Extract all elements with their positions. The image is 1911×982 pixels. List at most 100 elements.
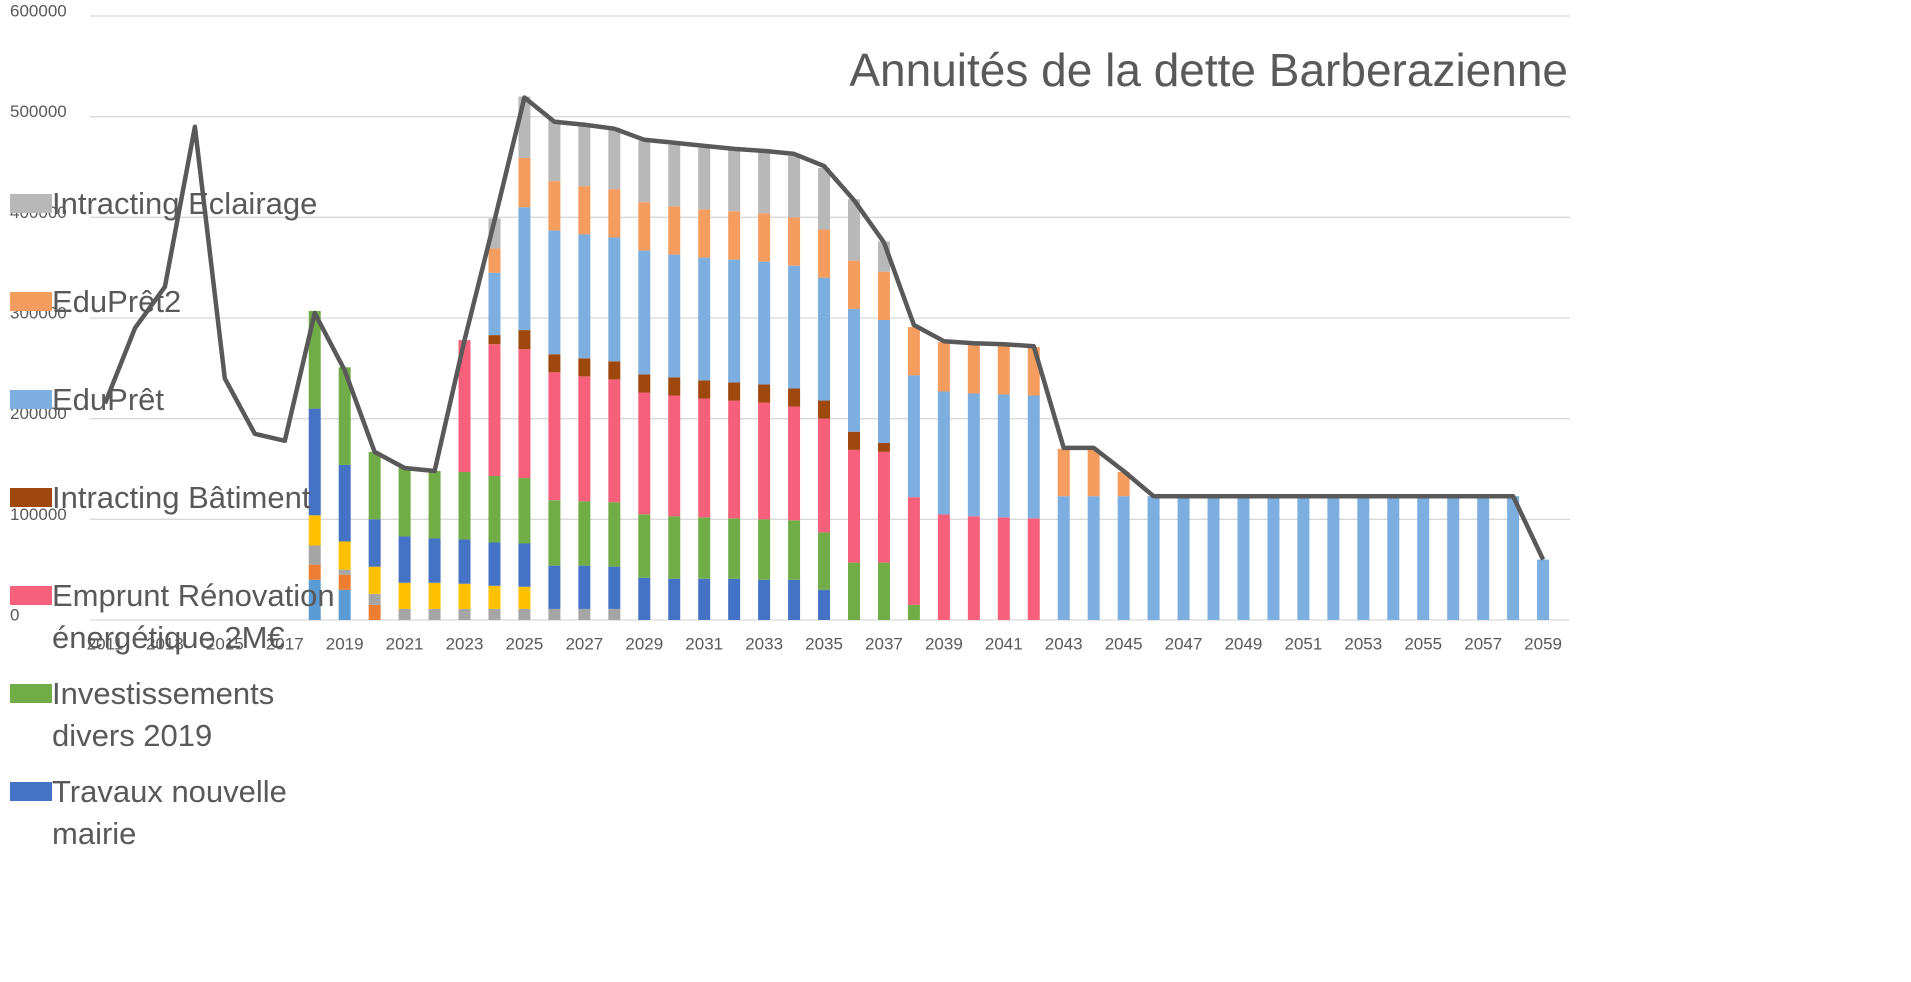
- bar-segment: [728, 211, 741, 260]
- bar-segment: [1177, 496, 1190, 620]
- bar-segment: [518, 608, 531, 620]
- bar-segment: [758, 261, 771, 385]
- bar-segment: [907, 604, 920, 620]
- bar-segment: [728, 578, 741, 620]
- bar-segment: [548, 230, 561, 355]
- legend-item: Intracting Bâtiment: [10, 477, 352, 519]
- bar-segment: [907, 327, 920, 376]
- bar-segment: [788, 579, 801, 620]
- bar-segment: [788, 388, 801, 407]
- bar-segment: [518, 157, 531, 208]
- bar-segment: [638, 250, 651, 375]
- legend-swatch: [10, 684, 52, 703]
- legend-item: Travaux nouvelle mairie: [10, 771, 352, 855]
- chart-title: Annuités de la dette Barberazienne: [849, 44, 1568, 96]
- bar-segment: [608, 189, 621, 238]
- bar-segment: [638, 140, 651, 203]
- bar-segment: [967, 393, 980, 517]
- bar-segment: [368, 451, 381, 520]
- bar-segment: [518, 478, 531, 544]
- legend-swatch: [10, 292, 52, 311]
- bar-segment: [578, 234, 591, 359]
- bar-segment: [638, 374, 651, 393]
- bar-segment: [818, 418, 831, 533]
- bar-segment: [997, 517, 1010, 620]
- bar-segment: [488, 335, 501, 345]
- bar-segment: [848, 308, 860, 432]
- bar-segment: [668, 578, 681, 620]
- x-tick-label: 2015: [206, 634, 244, 653]
- bar-segment: [698, 209, 711, 258]
- bar-segment: [548, 565, 561, 609]
- bar-segment: [937, 391, 950, 515]
- x-tick-label: 2041: [985, 634, 1023, 653]
- legend-swatch: [10, 194, 52, 213]
- legend-item: Intracting Eclairage: [10, 183, 352, 225]
- bar-segment: [578, 565, 591, 609]
- x-tick-label: 2013: [146, 634, 184, 653]
- bar-segment: [548, 500, 561, 566]
- bar-segment: [518, 543, 531, 587]
- bar-segment: [518, 330, 531, 350]
- bar-segment: [1117, 472, 1130, 497]
- bar-segment: [997, 394, 1010, 518]
- bar-segment: [788, 155, 801, 218]
- legend-swatch: [10, 586, 52, 605]
- bar-segment: [1417, 496, 1430, 620]
- bar-segment: [937, 342, 950, 392]
- bar-segment: [1207, 496, 1220, 620]
- bar-segment: [1327, 496, 1340, 620]
- bar-segment: [488, 344, 501, 477]
- bar-segment: [1267, 496, 1280, 620]
- bar-segment: [877, 562, 890, 620]
- legend-label: Travaux nouvelle mairie: [52, 774, 287, 851]
- bar-segment: [488, 248, 501, 273]
- bar-segment: [458, 340, 471, 473]
- bars: [308, 96, 1550, 620]
- bar-segment: [428, 538, 441, 583]
- bar-segment: [338, 464, 351, 542]
- x-tick-label: 2039: [925, 634, 963, 653]
- bar-segment: [967, 345, 980, 394]
- bar-segment: [668, 254, 681, 378]
- bar-segment: [1387, 496, 1400, 620]
- bar-segment: [728, 518, 741, 579]
- bar-segment: [638, 202, 651, 251]
- bar-segment: [338, 574, 351, 590]
- bar-segment: [368, 519, 381, 567]
- bar-segment: [458, 608, 471, 620]
- x-tick-label: 2023: [446, 634, 484, 653]
- bar-segment: [338, 367, 351, 465]
- bar-segment: [848, 449, 860, 563]
- bar-segment: [877, 442, 890, 452]
- bar-segment: [578, 608, 591, 620]
- bar-segment: [668, 206, 681, 255]
- bar-segment: [728, 259, 741, 383]
- bar-segment: [1507, 496, 1520, 620]
- bar-segment: [877, 451, 890, 563]
- bar-segment: [638, 514, 651, 578]
- bar-segment: [728, 149, 741, 212]
- legend-label: EduPrêt2: [52, 284, 182, 319]
- bar-segment: [1087, 448, 1100, 497]
- legend-item: EduPrêt: [10, 379, 352, 421]
- bar-segment: [698, 257, 711, 381]
- bar-segment: [308, 545, 321, 565]
- bar-segment: [907, 497, 920, 605]
- bar-segment: [578, 124, 591, 187]
- bar-segment: [428, 582, 441, 609]
- x-tick-label: 2019: [326, 634, 364, 653]
- bar-segment: [1447, 496, 1460, 620]
- bar-segment: [848, 199, 860, 261]
- bar-segment: [1537, 559, 1550, 620]
- x-tick-label: 2059: [1524, 634, 1562, 653]
- bar-segment: [368, 566, 381, 594]
- bar-segment: [1027, 395, 1040, 519]
- bar-segment: [1057, 496, 1070, 620]
- bar-segment: [848, 562, 860, 620]
- bar-segment: [1477, 496, 1490, 620]
- bar-segment: [548, 372, 561, 501]
- bar-segment: [458, 472, 471, 540]
- bar-segment: [368, 604, 381, 620]
